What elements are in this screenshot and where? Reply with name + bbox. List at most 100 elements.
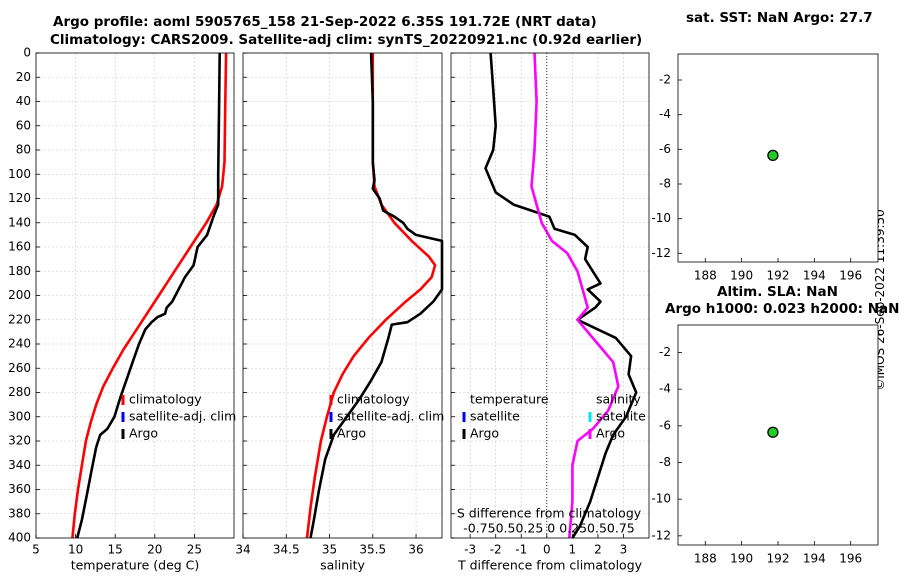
legend-sal: climatology satellite-adj. clim Argo [329,392,444,441]
x-tick-label: 35.5 [359,543,386,557]
legend-label: Argo [470,426,499,441]
y-tick-label: 120 [8,191,31,205]
x-tick-label: 194 [803,552,826,566]
legend-label: satellite [470,409,520,424]
y-tick-label: -8 [659,177,671,191]
x-axis-label-sal: salinity [320,558,365,573]
x-tick-label: 188 [694,269,717,283]
top-axis-label: S difference from climatology [457,506,642,521]
x-tick-label: 10 [68,543,83,557]
series-argo [75,52,221,539]
x-tick-label: 2 [594,543,602,557]
frame-sal [242,52,443,539]
legend-label: satellite-adj. clim [337,409,444,424]
float-position-marker [767,426,779,438]
y-tick-label: 140 [8,215,31,229]
y-tick-label: 40 [16,94,31,108]
x-tick-label: 192 [767,269,790,283]
x-tick-label: 0 [543,543,551,557]
y-tick-label: 60 [16,118,31,132]
y-tick-label: 100 [8,167,31,181]
x-tick-label: 34.5 [273,543,300,557]
panel-sal: 34 34.5 35 35.5 36 salinity [235,52,444,573]
y-tick-label: 200 [8,288,31,302]
legend-title-temperature: temperature [470,392,549,407]
y-tick-label: -4 [659,107,671,121]
y-tick-label: 260 [8,361,31,375]
map-sst: -2 -4 -6 -8 -10 -12 188 190 192 194 196 [651,53,879,283]
x-tick-label: 36 [408,543,423,557]
map-area [678,54,878,262]
map-frame [677,324,879,546]
x-tick-label: 190 [730,552,753,566]
x-tick-label: 196 [839,269,862,283]
y-tick-label: 320 [8,434,31,448]
legend-label: satellite [596,409,646,424]
y-tick-label: 220 [8,312,31,326]
x-tick-label: 5 [32,543,40,557]
x-tick-label: -3 [464,543,476,557]
sla-title-2: Argo h1000: 0.023 h2000: NaN [665,301,900,317]
y-tick-label: 160 [8,240,31,254]
y-tick-label: 80 [16,143,31,157]
y-tick-label: -12 [651,528,671,542]
legend-label: satellite-adj. clim [129,409,236,424]
panel-temp: 5 10 15 20 25 0 20 40 60 80 100 120 140 160 180 200 220 2… [8,46,235,573]
x-tick-label: 3 [620,543,628,557]
x-axis-label-diff: T difference from climatology [457,558,643,573]
y-tick-label: -2 [659,73,671,87]
series-t-difference [484,52,638,539]
y-tick-label: -2 [659,345,671,359]
y-tick-label: -4 [659,382,671,396]
y-tick-label: -8 [659,455,671,469]
y-tick-label: -10 [651,211,671,225]
legend-title-salinity: salinity [596,392,641,407]
x-tick-label: -1 [515,543,527,557]
legend-temp: climatology satellite-adj. clim Argo [121,392,236,441]
x-tick-label: 196 [839,552,862,566]
y-tick-label: 400 [8,531,31,545]
float-position-marker [767,149,779,162]
legend-label: climatology [129,392,202,407]
y-tick-label: 0 [23,46,31,60]
y-tick-label: 360 [8,482,31,496]
x-axis-label-temp: temperature (deg C) [71,558,200,573]
y-tick-label: 340 [8,458,31,472]
frame-temp [35,52,235,539]
x-tick-label: 190 [730,269,753,283]
legend-label: Argo [596,426,625,441]
legend-label: climatology [337,392,410,407]
x-tick-label: 34 [235,543,250,557]
x-tick-label: 35 [322,543,337,557]
y-tick-label: -6 [659,418,671,432]
y-tick-label: -6 [659,142,671,156]
legend-diff: temperature satellite Argo salinity satellit… [457,392,646,536]
title-line-2: Climatology: CARS2009. Satellite-adj cli… [50,32,643,48]
y-tick-label: 180 [8,264,31,278]
series-argo [309,52,444,539]
y-tick-label: -12 [651,246,671,260]
legend-label: Argo [337,426,366,441]
x-tick-label: 192 [767,552,790,566]
x-tick-label: 194 [803,269,826,283]
y-tick-label: 240 [8,337,31,351]
x-tick-label: -2 [490,543,502,557]
y-tick-label: 20 [16,70,31,84]
x-tick-label: 15 [108,543,123,557]
legend-label: Argo [129,426,158,441]
sst-title: sat. SST: NaN Argo: 27.7 [686,10,873,26]
y-tick-label: 280 [8,385,31,399]
map-sla: -2 -4 -6 -8 -10 -12 188 190 192 194 196 [651,324,879,566]
title-line-1: Argo profile: aoml 5905765_158 21-Sep-20… [53,14,597,30]
map-area [678,325,878,545]
x-tick-label: 1 [569,543,577,557]
map-frame [677,53,879,263]
y-tick-label: 380 [8,506,31,520]
x-tick-label: 25 [187,543,202,557]
sla-title-1: Altim. SLA: NaN [717,284,838,300]
x-tick-label: 20 [147,543,162,557]
top-axis-ticks: -0.750.50.25 0 0.250.50.75 [463,521,635,536]
y-tick-label: 300 [8,409,31,423]
panel-diff: -3 -2 -1 0 1 2 3T difference from climatology [450,52,650,573]
